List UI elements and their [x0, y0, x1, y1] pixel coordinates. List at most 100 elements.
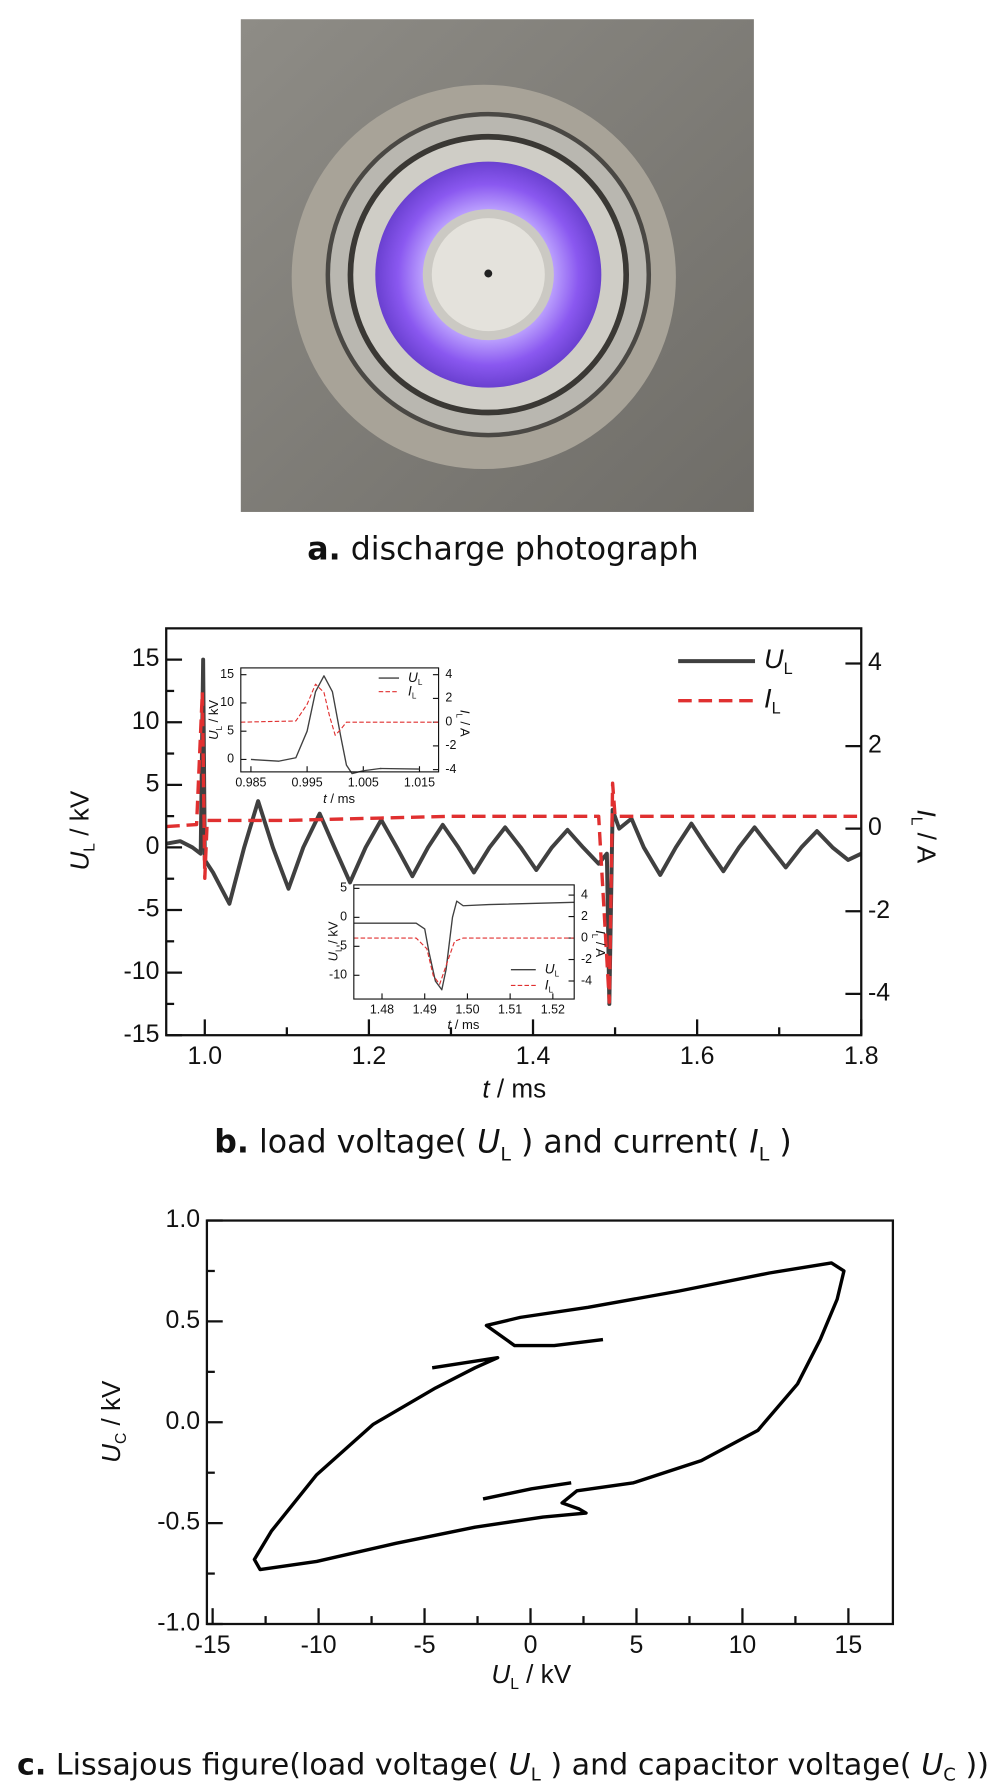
text-part: I: [408, 683, 412, 698]
y2-tick-label: 2: [445, 691, 452, 705]
text-part: U: [326, 951, 341, 961]
text-part: )): [956, 1747, 989, 1781]
y-tick-label: -15: [124, 1020, 160, 1048]
inset-background: [240, 667, 439, 772]
electrode-center: [484, 269, 493, 278]
legend-label: UL: [764, 643, 793, 678]
x-tick-label: 0.985: [235, 775, 266, 789]
plot-frame: [240, 667, 440, 773]
text-part: L: [334, 947, 343, 952]
text-part: I: [912, 809, 942, 816]
text-part: C: [943, 1765, 956, 1785]
x-tick-label: 1.2: [352, 1042, 387, 1070]
text-part: L: [531, 1765, 541, 1785]
text-part: / A: [457, 718, 472, 737]
x-axis-label: t / ms: [323, 792, 355, 807]
text-part: U: [408, 670, 418, 685]
y-tick-label: 5: [227, 723, 234, 737]
text-part: L: [590, 934, 599, 939]
text-part: L: [759, 1143, 770, 1165]
text-part: U: [491, 1659, 510, 1689]
x-axis-label: t / ms: [447, 1018, 479, 1033]
x-tick-label: 1.0: [188, 1042, 223, 1070]
text-part: U: [764, 643, 784, 674]
y2-tick-label: -2: [581, 952, 592, 966]
y2-tick-label: 4: [581, 887, 588, 901]
text-part: t: [323, 792, 328, 807]
y2-tick-label: 0: [581, 930, 588, 944]
x-tick-label: 1.4: [516, 1042, 551, 1070]
text-part: t: [447, 1018, 452, 1033]
legend-label: IL: [408, 683, 417, 700]
y2-axis-label: IL / A: [590, 930, 607, 957]
x-tick-label: -5: [413, 1631, 435, 1659]
y-tick-label: 5: [340, 881, 347, 895]
text-part: L: [214, 725, 223, 730]
text-part: / kV: [64, 790, 94, 843]
text-part: / A: [593, 938, 608, 957]
text-part: ): [769, 1125, 791, 1161]
y2-tick-label: -2: [868, 896, 890, 924]
text-part: L: [81, 843, 98, 852]
x-tick-label: 1.50: [455, 1003, 479, 1017]
chart: 15 10 5 0 -5 -10 -15 4 2 0 -2 -4 1.0 1.2 1.4 1.6 1.8: [124, 627, 890, 1070]
y-tick-label: 0.0: [166, 1407, 201, 1435]
y-tick-label: 15: [132, 644, 160, 672]
text-part: U: [206, 730, 221, 740]
series-line: [240, 683, 439, 736]
y-tick-label: 10: [132, 707, 160, 735]
y2-axis-label: IL / A: [455, 710, 472, 737]
y2-tick-label: 4: [445, 667, 452, 681]
text-part: I: [749, 1125, 758, 1161]
y2-tick-label: 4: [868, 648, 882, 676]
series-line: [353, 937, 575, 985]
series-line: [353, 900, 575, 991]
y-tick-label: -10: [124, 957, 160, 985]
y-tick-label: 0.5: [166, 1306, 201, 1334]
x-tick-label: 15: [835, 1631, 863, 1659]
text-part: c.: [17, 1747, 46, 1781]
chart: 5 0 -5 -10 4 2 0 -2 -4 1.48 1.49 1.50 1.51 1.52: [329, 881, 592, 1017]
text-part: I: [764, 683, 772, 714]
y-axis-label: UC / kV: [96, 1380, 130, 1463]
discharge-photo: [240, 19, 754, 512]
text-part: L: [772, 700, 781, 718]
series-line: [252, 1261, 846, 1572]
text-part: L: [784, 660, 793, 678]
x-tick-label: 1.51: [498, 1003, 522, 1017]
x-tick-label: 10: [729, 1631, 757, 1659]
caption: b. load voltage( UL ) and current( IL ): [214, 1125, 791, 1166]
x-tick-label: 1.015: [404, 775, 435, 789]
text-part: L: [418, 678, 423, 687]
x-tick-label: 5: [630, 1631, 644, 1659]
y-axis-label: UL / kV: [326, 921, 343, 961]
x-tick-label: -10: [301, 1631, 337, 1659]
text-part: / ms: [451, 1018, 480, 1033]
text-part: a.: [307, 531, 340, 567]
y-axis-label: UL / kV: [206, 700, 223, 740]
y-tick-label: 10: [220, 695, 234, 709]
x-tick-label: 1.6: [680, 1042, 715, 1070]
text-part: discharge photograph: [341, 531, 699, 567]
x-axis-label: UL / kV: [491, 1659, 571, 1693]
y-tick-label: 1.0: [166, 1205, 201, 1233]
text-part: / ms: [327, 792, 356, 807]
text-part: I: [457, 710, 472, 714]
text-part: I: [593, 930, 608, 934]
x-tick-label: 1.8: [844, 1042, 879, 1070]
text-part: U: [509, 1747, 531, 1781]
text-part: / kV: [519, 1659, 572, 1689]
legend-label: IL: [545, 977, 554, 994]
text-part: b.: [214, 1125, 249, 1161]
text-part: U: [477, 1125, 500, 1161]
y-tick-label: 5: [146, 769, 160, 797]
x-tick-label: -15: [195, 1631, 231, 1659]
y2-tick-label: -4: [581, 973, 592, 987]
x-tick-label: 1.52: [541, 1003, 565, 1017]
text-part: load voltage(: [249, 1125, 477, 1161]
y-axis-label: UL / kV: [64, 790, 98, 870]
text-part: U: [921, 1747, 943, 1781]
y-tick-label: -0.5: [157, 1508, 200, 1536]
y-tick-label: 0: [340, 910, 347, 924]
series-line: [165, 657, 863, 1006]
